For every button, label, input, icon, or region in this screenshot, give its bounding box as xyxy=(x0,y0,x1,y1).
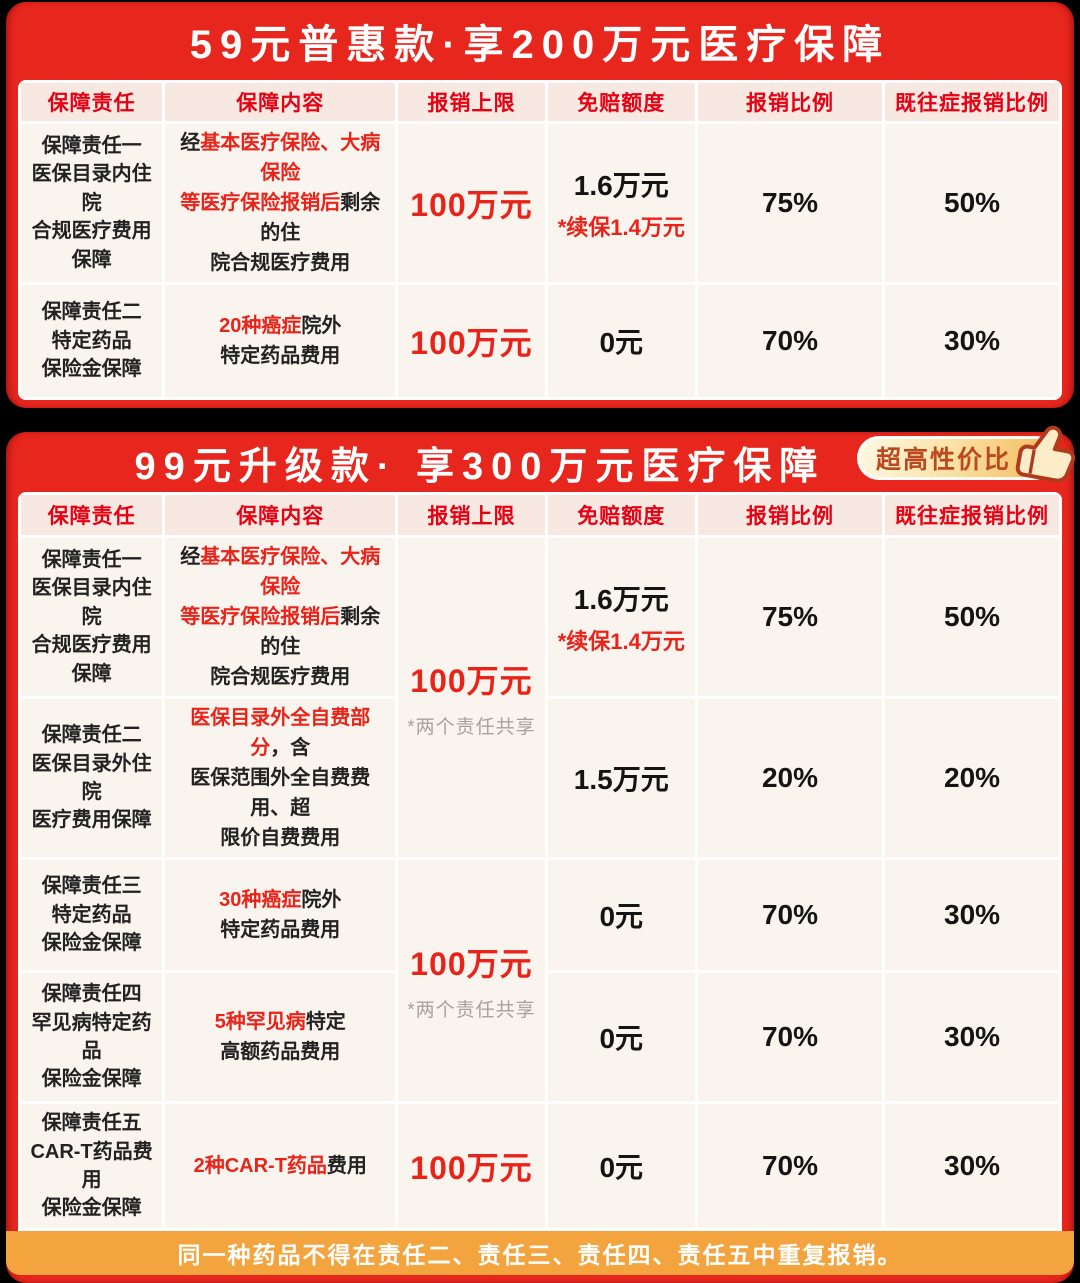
deductible-renewal-note: *续保1.4万元 xyxy=(557,629,685,654)
liability-cell: 保障责任一 医保目录内住院 合规医疗费用保障 xyxy=(21,538,163,696)
preexisting-cell: 50% xyxy=(885,538,1059,696)
deductible-value: 1.5万元 xyxy=(573,764,669,795)
limit-cell: 100万元 xyxy=(398,285,545,397)
header-row: 保障责任 保障内容 报销上限 免赔额度 报销比例 既往症报销比例 xyxy=(21,495,1059,535)
plan-upgrade-title: 99元升级款· 享300万元医疗保障 xyxy=(134,445,826,488)
column-header-liability: 保障责任 xyxy=(21,495,163,535)
deductible-value: 1.6万元 xyxy=(573,170,669,201)
liability-cell: 保障责任一 医保目录内住院 合规医疗费用保障 xyxy=(21,124,163,282)
limit-shared-note: *两个责任共享 xyxy=(407,1000,536,1021)
table-row: 保障责任一 医保目录内住院 合规医疗费用保障 经基本医疗保险、大病保险 等医疗保… xyxy=(21,538,1059,857)
limit-cell-shared-3-4: 100万元 *两个责任共享 xyxy=(398,860,545,1101)
plan-card-basic: 59元普惠款·享200万元医疗保障 保障责任 保障内容 报销上限 免赔额度 报销… xyxy=(6,2,1074,408)
liability-cell: 保障责任五 CAR-T药品费用 保险金保障 xyxy=(21,1104,163,1228)
plan-card-upgrade: 99元升级款· 享300万元医疗保障 超高性价比 保障责任 保障内容 报销上限 … xyxy=(6,425,1076,1283)
footnote-bar: 同一种药品不得在责任二、责任三、责任四、责任五中重复报销。 xyxy=(6,1231,1074,1275)
deductible-value: 0元 xyxy=(599,1152,644,1183)
column-header-preexisting: 既往症报销比例 xyxy=(885,495,1059,535)
liability-cell: 保障责任二 特定药品 保险金保障 xyxy=(21,285,163,397)
deductible-cell: 0元 xyxy=(547,973,695,1101)
content-cell: 30种癌症院外 特定药品费用 xyxy=(165,860,396,970)
limit-cell: 100万元 xyxy=(398,1104,545,1228)
deductible-value: 0元 xyxy=(599,901,644,932)
column-header-content: 保障内容 xyxy=(165,495,396,535)
plan-upgrade-title-band: 99元升级款· 享300万元医疗保障 超高性价比 xyxy=(18,425,1076,492)
column-header-ratio: 报销比例 xyxy=(697,495,883,535)
table-row: 保障责任三 特定药品 保险金保障 30种癌症院外 特定药品费用 100万元 *两… xyxy=(21,860,1059,1101)
preexisting-cell: 30% xyxy=(885,285,1059,397)
header-row: 保障责任 保障内容 报销上限 免赔额度 报销比例 既往症报销比例 xyxy=(21,83,1059,121)
content-cell: 20种癌症院外 特定药品费用 xyxy=(165,285,396,397)
column-header-deductible: 免赔额度 xyxy=(547,495,695,535)
limit-value: 100万元 xyxy=(410,187,533,223)
limit-value: 100万元 xyxy=(410,1150,533,1186)
table-row: 保障责任一 医保目录内住院 合规医疗费用保障 经基本医疗保险、大病保险 等医疗保… xyxy=(21,124,1059,282)
limit-shared-note: *两个责任共享 xyxy=(407,717,536,738)
ratio-cell: 75% xyxy=(697,124,883,282)
column-header-limit: 报销上限 xyxy=(398,495,545,535)
preexisting-cell: 30% xyxy=(885,1104,1059,1228)
ratio-cell: 75% xyxy=(697,538,883,696)
content-cell: 5种罕见病特定 高额药品费用 xyxy=(165,973,396,1101)
column-header-liability: 保障责任 xyxy=(21,83,163,121)
limit-value: 100万元 xyxy=(410,946,533,982)
column-header-deductible: 免赔额度 xyxy=(547,83,695,121)
column-header-limit: 报销上限 xyxy=(398,83,545,121)
benefit-table-basic: 保障责任 保障内容 报销上限 免赔额度 报销比例 既往症报销比例 保障责任一 医… xyxy=(18,80,1062,400)
limit-value: 100万元 xyxy=(410,663,533,699)
ratio-cell: 70% xyxy=(697,860,883,970)
deductible-cell: 1.6万元 *续保1.4万元 xyxy=(547,124,695,282)
table-row: 保障责任五 CAR-T药品费用 保险金保障 2种CAR-T药品费用 100万元 … xyxy=(21,1104,1059,1228)
ratio-cell: 70% xyxy=(697,973,883,1101)
limit-value: 100万元 xyxy=(410,325,533,361)
limit-cell: 100万元 xyxy=(398,124,545,282)
preexisting-cell: 30% xyxy=(885,973,1059,1101)
benefit-table-basic-wrap: 保障责任 保障内容 报销上限 免赔额度 报销比例 既往症报销比例 保障责任一 医… xyxy=(18,80,1062,400)
benefit-table-upgrade: 保障责任 保障内容 报销上限 免赔额度 报销比例 既往症报销比例 保障责任一 医… xyxy=(18,492,1062,1231)
preexisting-cell: 30% xyxy=(885,860,1059,970)
ratio-cell: 70% xyxy=(697,1104,883,1228)
column-header-content: 保障内容 xyxy=(165,83,396,121)
deductible-cell: 0元 xyxy=(547,860,695,970)
deductible-renewal-note: *续保1.4万元 xyxy=(557,215,685,240)
table-row: 保障责任二 特定药品 保险金保障 20种癌症院外 特定药品费用 100万元 0元… xyxy=(21,285,1059,397)
plan-basic-title: 59元普惠款·享200万元医疗保障 xyxy=(189,23,891,67)
content-cell: 2种CAR-T药品费用 xyxy=(165,1104,396,1228)
limit-cell-shared-1-2: 100万元 *两个责任共享 xyxy=(398,538,545,857)
content-cell: 医保目录外全自费部分，含 医保范围外全自费费用、超 限价自费费用 xyxy=(165,699,396,857)
liability-cell: 保障责任二 医保目录外住院 医疗费用保障 xyxy=(21,699,163,857)
deductible-cell: 1.6万元 *续保1.4万元 xyxy=(547,538,695,696)
column-header-preexisting: 既往症报销比例 xyxy=(885,83,1059,121)
ratio-cell: 70% xyxy=(697,285,883,397)
preexisting-cell: 20% xyxy=(885,699,1059,857)
deductible-value: 0元 xyxy=(599,1023,644,1054)
column-header-ratio: 报销比例 xyxy=(697,83,883,121)
liability-cell: 保障责任四 罕见病特定药品 保险金保障 xyxy=(21,973,163,1101)
benefit-table-upgrade-wrap: 保障责任 保障内容 报销上限 免赔额度 报销比例 既往症报销比例 保障责任一 医… xyxy=(18,492,1062,1231)
ratio-cell: 20% xyxy=(697,699,883,857)
deductible-cell: 0元 xyxy=(547,1104,695,1228)
deductible-value: 0元 xyxy=(599,327,644,358)
table-row: 保障责任四 罕见病特定药品 保险金保障 5种罕见病特定 高额药品费用 0元 70… xyxy=(21,973,1059,1101)
table-row: 保障责任二 医保目录外住院 医疗费用保障 医保目录外全自费部分，含 医保范围外全… xyxy=(21,699,1059,857)
deductible-cell: 1.5万元 xyxy=(547,699,695,857)
liability-cell: 保障责任三 特定药品 保险金保障 xyxy=(21,860,163,970)
deductible-value: 1.6万元 xyxy=(573,584,669,615)
thumbs-up-icon xyxy=(1015,425,1076,483)
deductible-cell: 0元 xyxy=(547,285,695,397)
value-badge: 超高性价比 xyxy=(856,425,1076,483)
preexisting-cell: 50% xyxy=(885,124,1059,282)
content-cell: 经基本医疗保险、大病保险 等医疗保险报销后剩余的住 院合规医疗费用 xyxy=(165,538,396,696)
value-badge-label: 超高性价比 xyxy=(875,446,1011,474)
content-cell: 经基本医疗保险、大病保险 等医疗保险报销后剩余的住 院合规医疗费用 xyxy=(165,124,396,282)
